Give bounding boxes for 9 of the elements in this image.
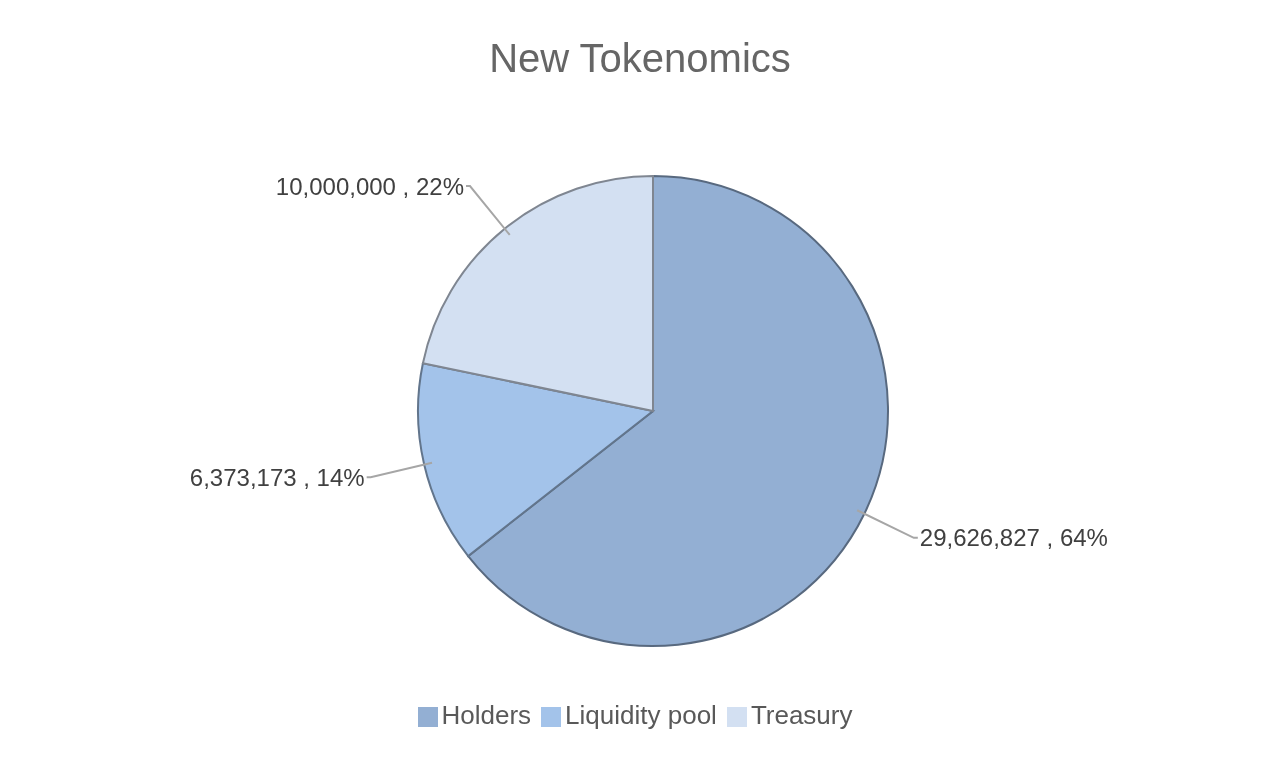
pie-slice xyxy=(417,362,654,558)
pie-slice xyxy=(467,175,889,647)
data-label: 6,373,173 , 14% xyxy=(189,463,365,491)
legend-label: Liquidity pool xyxy=(565,700,717,730)
data-label: 10,000,000 , 22% xyxy=(275,172,464,200)
legend-label: Holders xyxy=(441,700,532,730)
legend-label: Treasury xyxy=(750,700,853,730)
data-label: 29,626,827 , 64% xyxy=(919,524,1108,552)
chart-title: New Tokenomics xyxy=(488,35,792,82)
